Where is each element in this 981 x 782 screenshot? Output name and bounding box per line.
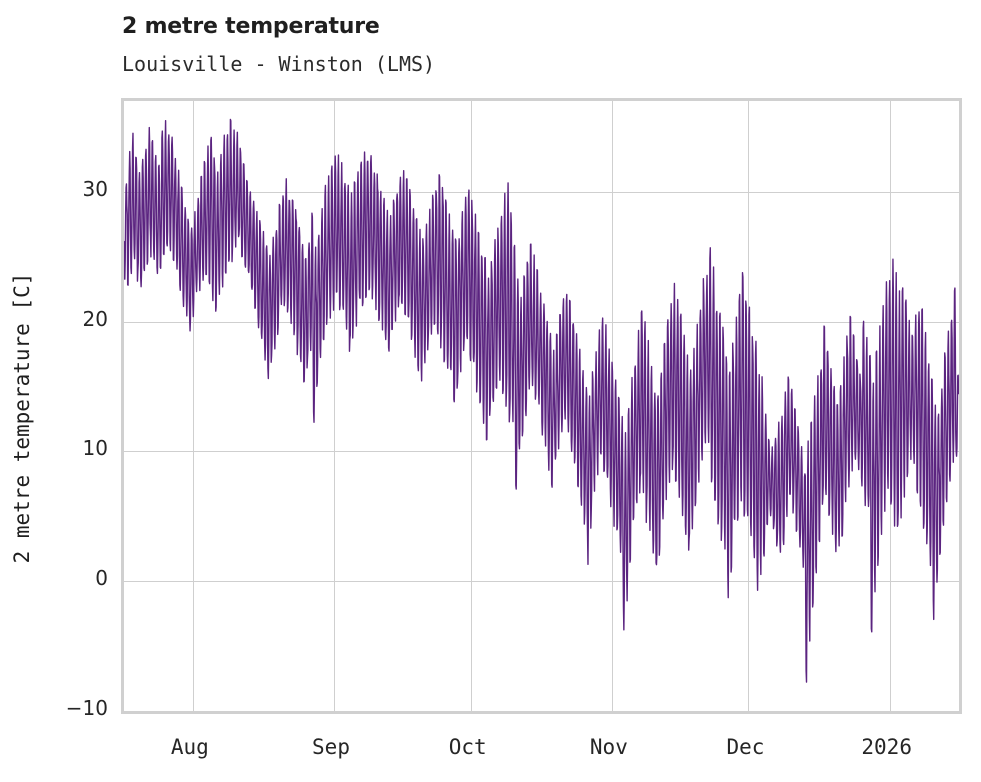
plot-area (121, 98, 962, 714)
y-axis-tick-label: 20 (82, 306, 108, 331)
y-axis-tick-label: 10 (82, 436, 108, 461)
y-axis-tick-label: 30 (82, 176, 108, 201)
y-axis-tick-labels: 30 20 10 0 −10 (0, 0, 108, 782)
x-axis-tick-label: 2026 (861, 735, 912, 759)
plot-inner (124, 101, 959, 711)
gridline-horizontal (124, 192, 959, 193)
x-axis-tick-label: Dec (726, 735, 765, 759)
temperature-series (124, 118, 959, 683)
chart-subtitle: Louisville - Winston (LMS) (122, 52, 436, 76)
x-axis-tick-label: Oct (448, 735, 487, 759)
gridline-vertical (471, 101, 472, 711)
chart-title: 2 metre temperature (122, 14, 380, 39)
x-axis-tick-label: Aug (170, 735, 209, 759)
y-axis-tick-label: −10 (65, 696, 108, 720)
gridline-horizontal (124, 451, 959, 452)
gridline-vertical (193, 101, 194, 711)
y-axis-label: 2 metre temperature [C] (10, 272, 34, 564)
x-axis-tick-label: Sep (312, 735, 350, 759)
gridline-vertical (334, 101, 335, 711)
x-axis-tick-label: Nov (589, 735, 628, 759)
gridline-horizontal (124, 581, 959, 582)
series-line (124, 118, 959, 683)
y-axis-tick-label: 0 (95, 566, 108, 591)
